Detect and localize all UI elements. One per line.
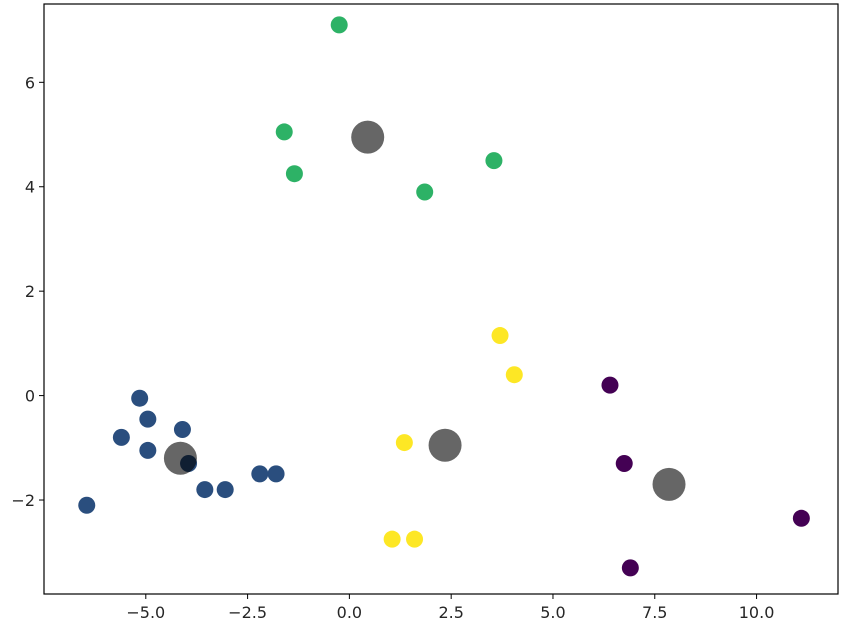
cluster-1-point bbox=[139, 410, 157, 428]
cluster-0-point bbox=[621, 559, 639, 577]
cluster-center-marker bbox=[652, 467, 686, 501]
cluster-center-marker bbox=[351, 120, 385, 154]
x-tick-label: −2.5 bbox=[228, 603, 267, 622]
x-tick-label: 7.5 bbox=[642, 603, 667, 622]
x-tick-label: 5.0 bbox=[540, 603, 565, 622]
cluster-1-point bbox=[131, 389, 149, 407]
cluster-3-point bbox=[395, 434, 413, 452]
cluster-2-point bbox=[330, 16, 348, 34]
points-layer bbox=[78, 16, 810, 577]
cluster-2-point bbox=[275, 123, 293, 141]
cluster-center-marker bbox=[428, 428, 462, 462]
cluster-1-point bbox=[267, 465, 285, 483]
cluster-2-point bbox=[416, 183, 434, 201]
cluster-1-point bbox=[196, 481, 214, 499]
ticks-layer: −5.0 −2.5 0.0 2.5 5.0 7.5 10.0 −2 0 2 4 6 bbox=[11, 73, 774, 622]
cluster-3-point bbox=[491, 327, 509, 345]
cluster-1-point bbox=[139, 441, 157, 459]
x-tick-label: 2.5 bbox=[438, 603, 463, 622]
cluster-2-point bbox=[285, 165, 303, 183]
cluster-3-point bbox=[406, 530, 424, 548]
cluster-1-point bbox=[251, 465, 269, 483]
cluster-0-point bbox=[615, 454, 633, 472]
centers-layer bbox=[163, 120, 686, 501]
cluster-0-point bbox=[601, 376, 619, 394]
cluster-2-point bbox=[485, 152, 503, 170]
x-tick-label: 10.0 bbox=[739, 603, 775, 622]
cluster-3-point bbox=[383, 530, 401, 548]
cluster-center-marker bbox=[163, 441, 197, 475]
x-tick-label: 0.0 bbox=[337, 603, 362, 622]
y-tick-label: 4 bbox=[25, 178, 35, 197]
plot-frame bbox=[43, 3, 839, 595]
cluster-1-point bbox=[112, 428, 130, 446]
y-tick-label: 6 bbox=[25, 73, 35, 92]
cluster-1-point bbox=[216, 481, 234, 499]
cluster-1-point bbox=[173, 421, 191, 439]
cluster-3-point bbox=[505, 366, 523, 384]
y-tick-label: 2 bbox=[25, 282, 35, 301]
x-tick-label: −5.0 bbox=[126, 603, 165, 622]
cluster-0-point bbox=[792, 509, 810, 527]
y-tick-label: 0 bbox=[25, 387, 35, 406]
y-tick-label: −2 bbox=[11, 491, 35, 510]
cluster-1-point bbox=[78, 496, 96, 514]
